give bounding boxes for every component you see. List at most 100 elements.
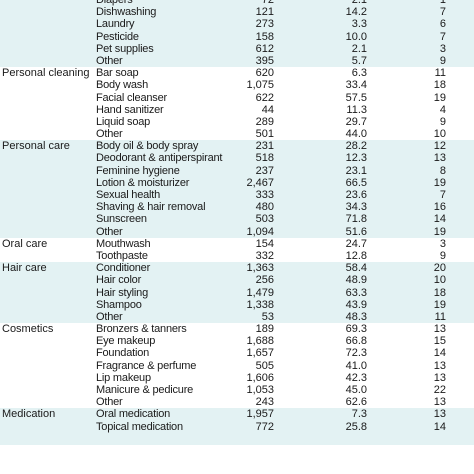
count-cell: 620 xyxy=(255,67,274,80)
percent-cell: 63.3 xyxy=(345,286,367,299)
rank-cell: 20 xyxy=(433,262,446,275)
item-cell: Foundation xyxy=(96,347,150,360)
table-row: Pet supplies 612 2.1 3 xyxy=(0,42,474,55)
rank-cell: 3 xyxy=(439,42,446,55)
item-cell: Lip makeup xyxy=(96,371,151,384)
percent-cell: 11.3 xyxy=(346,103,367,116)
count-cell: 189 xyxy=(255,323,274,336)
count-cell: 503 xyxy=(255,213,274,226)
table-row: Other 53 48.3 11 xyxy=(0,310,474,324)
percent-cell: 57.5 xyxy=(345,91,367,104)
category-cell: Personal cleaning xyxy=(2,67,90,80)
count-cell: 1,053 xyxy=(246,384,274,396)
count-cell: 1,094 xyxy=(246,225,274,238)
percent-cell: 33.4 xyxy=(345,79,367,92)
table-row: Manicure & pedicure 1,053 45.0 22 xyxy=(0,384,474,396)
item-cell: Laundry xyxy=(96,18,135,31)
percent-cell: 29.7 xyxy=(345,115,367,128)
rank-cell: 15 xyxy=(433,335,446,348)
item-cell: Bronzers & tanners xyxy=(96,323,187,336)
percent-cell: 45.0 xyxy=(345,384,367,396)
percent-cell: 42.3 xyxy=(345,371,367,384)
percent-cell: 51.6 xyxy=(345,225,367,238)
count-cell: 1,479 xyxy=(246,286,274,299)
rank-cell: 14 xyxy=(433,420,446,433)
table-row: Dishwashing 121 14.2 7 xyxy=(0,6,474,19)
item-cell: Oral medication xyxy=(96,408,171,421)
table-row: Shaving & hair removal 480 34.3 16 xyxy=(0,201,474,214)
count-cell: 243 xyxy=(255,396,274,409)
rank-cell: 12 xyxy=(433,140,446,153)
rank-cell: 18 xyxy=(433,286,446,299)
item-cell: Hair styling xyxy=(96,286,149,299)
percent-cell: 28.2 xyxy=(345,140,367,153)
count-cell: 518 xyxy=(255,152,274,165)
table-row: Other 501 44.0 10 xyxy=(0,128,474,140)
item-cell: Other xyxy=(96,128,123,141)
category-cell: Personal care xyxy=(2,140,70,153)
rank-cell: 14 xyxy=(433,347,446,360)
item-cell: Conditioner xyxy=(96,262,151,275)
count-cell: 121 xyxy=(255,6,274,19)
item-cell: Manicure & pedicure xyxy=(96,384,194,396)
percent-cell: 14.2 xyxy=(345,6,367,19)
category-cell: Medication xyxy=(2,408,56,421)
table-row: Body wash 1,075 33.4 18 xyxy=(0,79,474,91)
table-row: Diapers 72 2.1 1 xyxy=(0,0,474,7)
table-row: Lotion & moisturizer 2,467 66.5 19 xyxy=(0,176,474,189)
percent-cell: 71.8 xyxy=(345,213,367,226)
count-cell: 53 xyxy=(261,310,274,323)
item-cell: Diapers xyxy=(96,0,133,6)
percent-cell: 12.3 xyxy=(345,152,367,165)
rank-cell: 13 xyxy=(433,359,446,372)
count-cell: 332 xyxy=(255,249,274,262)
count-cell: 480 xyxy=(255,201,274,214)
count-cell: 158 xyxy=(255,30,274,43)
item-cell: Eye makeup xyxy=(96,335,156,348)
count-cell: 237 xyxy=(255,164,274,177)
count-cell: 395 xyxy=(255,54,274,67)
count-cell: 231 xyxy=(255,140,274,153)
item-cell: Topical medication xyxy=(96,420,183,433)
rank-cell: 9 xyxy=(439,249,446,262)
percent-cell: 23.6 xyxy=(345,189,367,201)
table-row xyxy=(0,432,474,445)
percent-cell: 72.3 xyxy=(345,347,367,360)
rank-cell: 10 xyxy=(433,274,446,287)
percent-cell: 41.0 xyxy=(345,359,367,372)
item-cell: Pet supplies xyxy=(96,42,154,55)
rank-cell: 6 xyxy=(439,18,446,31)
rank-cell: 7 xyxy=(439,6,446,19)
percent-cell: 6.3 xyxy=(351,67,367,80)
count-cell: 501 xyxy=(255,128,274,141)
item-cell: Other xyxy=(96,225,123,238)
item-cell: Bar soap xyxy=(96,67,139,80)
rank-cell: 19 xyxy=(433,91,446,104)
percent-cell: 66.8 xyxy=(345,335,367,348)
percent-cell: 7.3 xyxy=(351,408,367,421)
item-cell: Body wash xyxy=(96,79,149,92)
rank-cell: 19 xyxy=(433,225,446,238)
item-cell: Shampoo xyxy=(96,298,142,311)
item-cell: Deodorant & antiperspirant xyxy=(96,152,223,165)
item-cell: Fragrance & perfume xyxy=(96,359,197,372)
percent-cell: 12.8 xyxy=(345,249,367,262)
percent-cell: 62.6 xyxy=(345,396,367,409)
percent-cell: 3.3 xyxy=(351,18,367,31)
count-cell: 256 xyxy=(255,274,274,287)
table-row: Liquid soap 289 29.7 9 xyxy=(0,116,474,128)
item-cell: Toothpaste xyxy=(96,249,148,262)
table-row: Oral care Mouthwash 154 24.7 3 xyxy=(0,238,474,250)
count-cell: 772 xyxy=(255,420,274,433)
rank-cell: 11 xyxy=(434,67,446,80)
percent-cell: 48.9 xyxy=(345,274,367,287)
item-cell: Hand sanitizer xyxy=(96,103,164,116)
item-cell: Lotion & moisturizer xyxy=(96,176,190,189)
item-cell: Other xyxy=(96,310,123,323)
count-cell: 1,957 xyxy=(246,408,274,421)
table-row: Hand sanitizer 44 11.3 4 xyxy=(0,104,474,116)
rank-cell: 13 xyxy=(433,408,446,421)
table-row: Topical medication 772 25.8 14 xyxy=(0,420,474,433)
table-row: Feminine hygiene 237 23.1 8 xyxy=(0,164,474,177)
table-row: Other 395 5.7 9 xyxy=(0,54,474,68)
